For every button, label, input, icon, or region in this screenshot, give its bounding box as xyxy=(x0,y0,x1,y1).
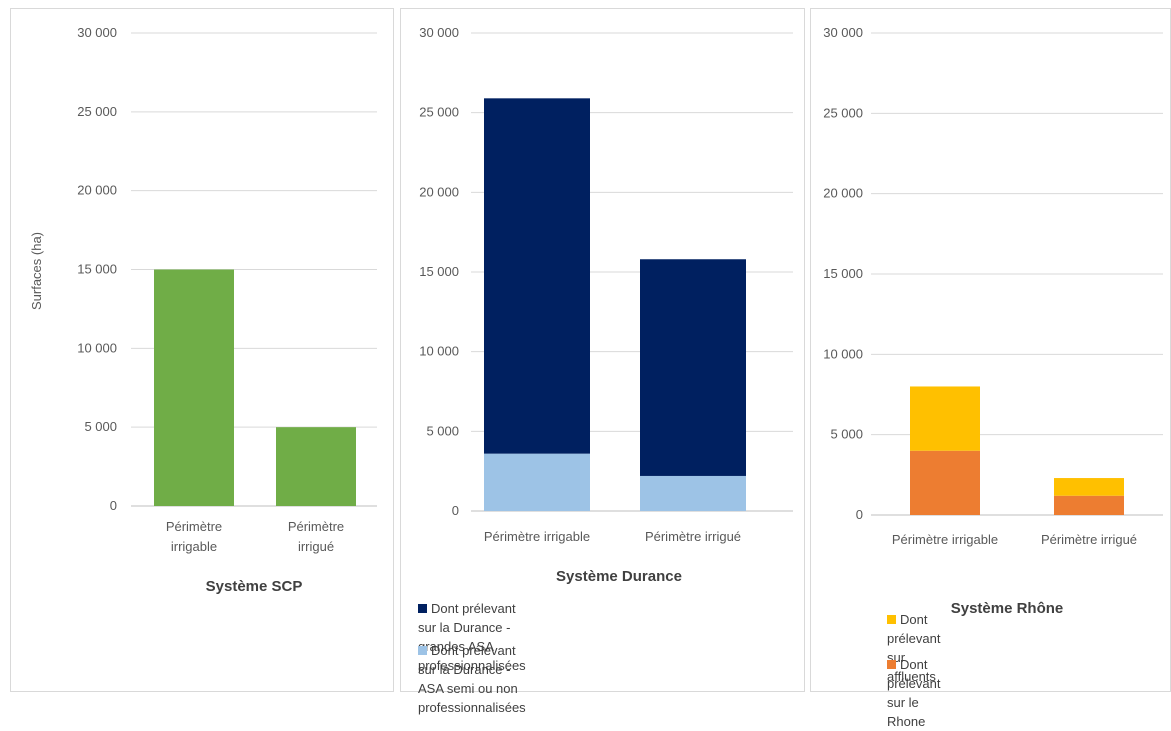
y-tick-label-scp-1: 25 000 xyxy=(77,104,117,119)
y-tick-label-durance-6: 0 xyxy=(452,503,459,518)
y-tick-label-scp-4: 10 000 xyxy=(77,340,117,355)
y-tick-label-scp-3: 15 000 xyxy=(77,262,117,277)
bar-durance-series0-cat0 xyxy=(484,453,590,511)
y-axis-label-scp: Surfaces (ha) xyxy=(29,232,44,310)
legend-item-rhone-1: Dont prélevant sur le Rhone xyxy=(887,655,940,731)
legend-item-rhone-0: Dont prélevant sur affluents xyxy=(887,610,940,686)
category-label-scp-1-0: Périmètre xyxy=(288,519,344,534)
chart-scp: 30 000 25 000 20 000 15 000 10 000 5 000 0 Péri… xyxy=(29,25,377,595)
legend-swatch-durance-0 xyxy=(418,604,427,613)
category-label-scp-0-0: Périmètre xyxy=(166,519,222,534)
bar-scp-series0-cat1 xyxy=(276,427,356,506)
bar-rhone-series1-cat0 xyxy=(910,386,980,451)
y-tick-label-rhone-6: 0 xyxy=(856,507,863,522)
legend-label-durance-1-0: Dont prélevant sur la Durance - ASA semi… xyxy=(418,643,518,696)
y-tick-label-rhone-3: 15 000 xyxy=(823,266,863,281)
bar-durance-series0-cat1 xyxy=(640,475,746,511)
legend-swatch-rhone-0 xyxy=(887,615,896,624)
chart-rhone: 30 000 25 000 20 000 15 000 10 000 5 000 0 Péri… xyxy=(823,25,1163,617)
legend-swatch-rhone-1 xyxy=(887,660,896,669)
y-tick-label-durance-5: 5 000 xyxy=(426,423,459,438)
y-tick-label-rhone-0: 30 000 xyxy=(823,25,863,40)
y-tick-label-durance-2: 20 000 xyxy=(419,184,459,199)
y-tick-label-durance-3: 15 000 xyxy=(419,264,459,279)
y-tick-label-rhone-1: 25 000 xyxy=(823,105,863,120)
chart-durance: 30 000 25 000 20 000 15 000 10 000 5 000 0 Péri… xyxy=(419,25,793,585)
y-tick-label-rhone-5: 5 000 xyxy=(830,427,863,442)
category-label-rhone-0-0: Périmètre irrigable xyxy=(892,532,998,547)
legend-label-rhone-0-0: Dont prélevant sur affluents xyxy=(887,612,941,684)
bar-durance-series1-cat0 xyxy=(484,98,590,454)
bar-scp-series0-cat0 xyxy=(154,269,234,506)
category-label-scp-0-1: irrigable xyxy=(171,539,217,554)
legend-item-durance-1: Dont prélevant sur la Durance - ASA semi… xyxy=(418,641,526,717)
y-tick-label-rhone-2: 20 000 xyxy=(823,186,863,201)
chart-panel-durance: 30 000 25 000 20 000 15 000 10 000 5 000 0 Péri… xyxy=(400,8,805,715)
y-tick-label-rhone-4: 10 000 xyxy=(823,346,863,361)
bar-rhone-series1-cat1 xyxy=(1054,478,1124,496)
category-label-scp-1-1: irrigué xyxy=(298,539,334,554)
legend-item-durance-0: Dont prélevant sur la Durance - grandes … xyxy=(418,599,526,675)
y-tick-label-scp-2: 20 000 xyxy=(77,183,117,198)
bar-durance-series1-cat1 xyxy=(640,259,746,476)
bar-rhone-series0-cat1 xyxy=(1054,495,1124,515)
category-label-durance-0-0: Périmètre irrigable xyxy=(484,529,590,544)
chart-title-scp: Système SCP xyxy=(206,578,303,595)
y-tick-label-durance-4: 10 000 xyxy=(419,344,459,359)
chart-title-durance: Système Durance xyxy=(556,568,682,585)
legend-label-durance-0-0: Dont prélevant sur la Durance - grandes … xyxy=(418,601,516,654)
legend-swatch-durance-1 xyxy=(418,646,427,655)
chart-panel-rhone: 30 000 25 000 20 000 15 000 10 000 5 000 0 Péri… xyxy=(810,8,1171,729)
y-tick-label-durance-0: 30 000 xyxy=(419,25,459,40)
bar-rhone-series0-cat0 xyxy=(910,450,980,515)
category-label-durance-1-0: Périmètre irrigué xyxy=(645,529,741,544)
y-tick-label-scp-0: 30 000 xyxy=(77,25,117,40)
chart-panel-scp: 30 000 25 000 20 000 15 000 10 000 5 000 0 Péri… xyxy=(10,8,394,692)
y-tick-label-scp-6: 0 xyxy=(110,498,117,513)
y-tick-label-scp-5: 5 000 xyxy=(84,419,117,434)
category-label-rhone-1-0: Périmètre irrigué xyxy=(1041,532,1137,547)
legend-label-durance-1-1: professionnalisées xyxy=(418,700,526,715)
legend-label-durance-0-1: professionnalisées xyxy=(418,658,526,673)
y-tick-label-durance-1: 25 000 xyxy=(419,105,459,120)
chart-title-rhone: Système Rhône xyxy=(951,600,1064,617)
